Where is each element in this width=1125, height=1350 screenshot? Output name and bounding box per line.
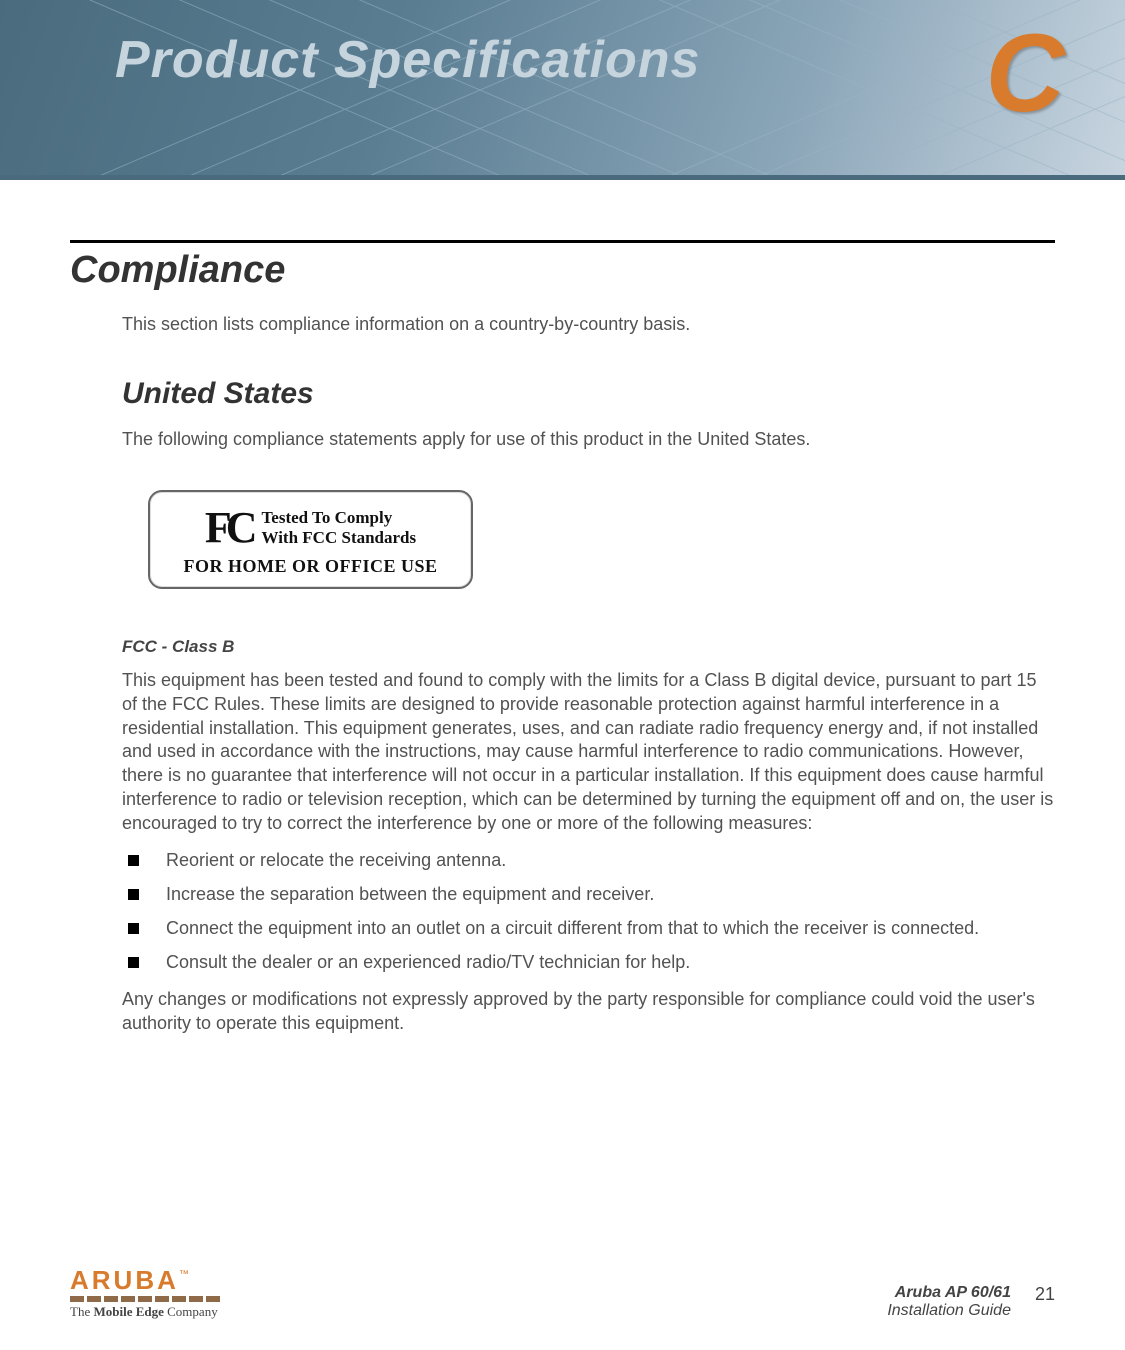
fcc-body: This equipment has been tested and found…	[122, 669, 1055, 835]
footer-doc-info: Aruba AP 60/61 Installation Guide	[887, 1284, 1011, 1320]
page-footer: ARUBA™ The Mobile Edge Company Aruba AP …	[70, 1269, 1055, 1320]
section-title: Compliance	[70, 249, 1055, 292]
appendix-letter: C	[986, 10, 1065, 137]
brand-tagline: The Mobile Edge Company	[70, 1304, 218, 1320]
content-area: Compliance This section lists compliance…	[0, 180, 1125, 1036]
fcc-tagline: Tested To Comply With FCC Standards	[262, 508, 417, 547]
list-item: Consult the dealer or an experienced rad…	[122, 951, 1055, 975]
fcc-measures-list: Reorient or relocate the receiving anten…	[122, 849, 1055, 974]
fcc-tagline-line1: Tested To Comply	[262, 508, 417, 528]
brand-logo: ARUBA™ The Mobile Edge Company	[70, 1269, 220, 1320]
section-intro: This section lists compliance informatio…	[122, 314, 1055, 335]
footer-doc-subtitle: Installation Guide	[887, 1302, 1011, 1320]
fcc-box-bottom-text: FOR HOME OR OFFICE USE	[164, 556, 457, 577]
page-title: Product Specifications	[115, 30, 700, 90]
section-rule	[70, 240, 1055, 243]
brand-bars-icon	[70, 1296, 220, 1302]
list-item: Reorient or relocate the receiving anten…	[122, 849, 1055, 873]
fcc-closing: Any changes or modifications not express…	[122, 988, 1055, 1036]
fcc-tagline-line2: With FCC Standards	[262, 528, 417, 548]
fcc-compliance-box: FC Tested To Comply With FCC Standards F…	[148, 490, 473, 589]
subsection-intro: The following compliance statements appl…	[122, 429, 1055, 450]
tm-icon: ™	[179, 1269, 189, 1280]
brand-wordmark: ARUBA	[70, 1265, 179, 1295]
fcc-heading: FCC - Class B	[122, 637, 1055, 657]
list-item: Connect the equipment into an outlet on …	[122, 917, 1055, 941]
page-number: 21	[1035, 1284, 1055, 1305]
header-band: Product Specifications C	[0, 0, 1125, 175]
fcc-logo-icon: FC	[205, 506, 252, 550]
list-item: Increase the separation between the equi…	[122, 883, 1055, 907]
footer-doc-title: Aruba AP 60/61	[887, 1284, 1011, 1302]
subsection-title: United States	[122, 377, 1055, 411]
